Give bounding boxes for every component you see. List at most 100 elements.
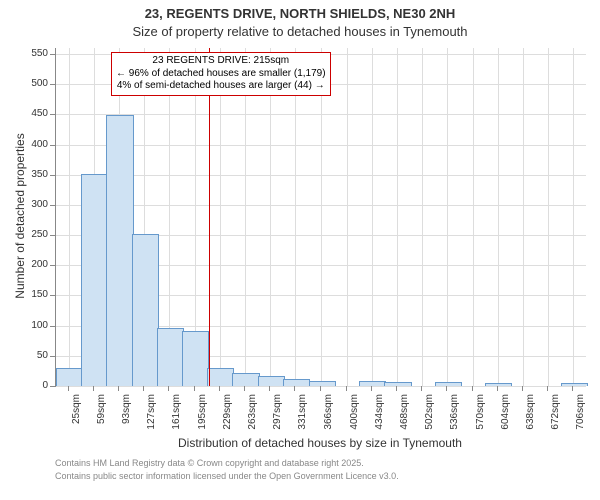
x-tick-label: 263sqm xyxy=(247,394,258,442)
gridline-vertical xyxy=(548,48,549,386)
x-tick-label: 25sqm xyxy=(71,394,82,442)
y-tick-label: 550 xyxy=(20,48,48,59)
x-tick-mark xyxy=(194,386,195,391)
x-tick-label: 161sqm xyxy=(171,394,182,442)
y-tick-mark xyxy=(50,54,55,55)
x-tick-mark xyxy=(421,386,422,391)
y-tick-label: 300 xyxy=(20,199,48,210)
chart-title-line1: 23, REGENTS DRIVE, NORTH SHIELDS, NE30 2… xyxy=(0,6,600,21)
y-axis-label: Number of detached properties xyxy=(13,126,27,306)
y-tick-label: 100 xyxy=(20,320,48,331)
histogram-bar xyxy=(384,382,411,386)
plot-area: 23 REGENTS DRIVE: 215sqm← 96% of detache… xyxy=(55,48,586,387)
reference-line xyxy=(209,48,210,386)
x-tick-mark xyxy=(294,386,295,391)
gridline-vertical xyxy=(372,48,373,386)
x-tick-mark xyxy=(497,386,498,391)
attribution-line1: Contains HM Land Registry data © Crown c… xyxy=(55,458,364,468)
gridline-vertical xyxy=(422,48,423,386)
y-tick-label: 450 xyxy=(20,108,48,119)
x-tick-label: 93sqm xyxy=(121,394,132,442)
gridline-vertical xyxy=(573,48,574,386)
x-tick-label: 468sqm xyxy=(399,394,410,442)
histogram-bar xyxy=(435,382,462,386)
histogram-bar xyxy=(81,174,108,386)
x-tick-mark xyxy=(371,386,372,391)
annotation-line1: 23 REGENTS DRIVE: 215sqm xyxy=(116,55,326,68)
x-tick-label: 366sqm xyxy=(323,394,334,442)
histogram-bar xyxy=(106,115,133,386)
x-tick-label: 229sqm xyxy=(222,394,233,442)
x-tick-label: 638sqm xyxy=(525,394,536,442)
x-tick-mark xyxy=(346,386,347,391)
y-tick-label: 500 xyxy=(20,78,48,89)
x-tick-mark xyxy=(143,386,144,391)
histogram-bar xyxy=(561,383,588,386)
y-tick-label: 50 xyxy=(20,350,48,361)
x-tick-label: 331sqm xyxy=(297,394,308,442)
annotation-line2: ← 96% of detached houses are smaller (1,… xyxy=(116,68,326,81)
gridline-vertical xyxy=(220,48,221,386)
chart-title-line2: Size of property relative to detached ho… xyxy=(0,24,600,39)
histogram-bar xyxy=(132,234,159,386)
x-tick-label: 672sqm xyxy=(550,394,561,442)
y-tick-mark xyxy=(50,326,55,327)
histogram-bar xyxy=(485,383,512,386)
gridline-vertical xyxy=(498,48,499,386)
x-tick-label: 570sqm xyxy=(475,394,486,442)
y-tick-label: 250 xyxy=(20,229,48,240)
x-tick-label: 434sqm xyxy=(374,394,385,442)
x-tick-mark xyxy=(320,386,321,391)
y-tick-mark xyxy=(50,235,55,236)
y-tick-mark xyxy=(50,175,55,176)
gridline-vertical xyxy=(447,48,448,386)
x-tick-label: 297sqm xyxy=(272,394,283,442)
y-tick-mark xyxy=(50,265,55,266)
x-tick-mark xyxy=(572,386,573,391)
gridline-vertical xyxy=(270,48,271,386)
histogram-bar xyxy=(56,368,83,386)
y-tick-label: 200 xyxy=(20,259,48,270)
gridline-vertical xyxy=(523,48,524,386)
x-tick-mark xyxy=(446,386,447,391)
y-tick-mark xyxy=(50,84,55,85)
x-tick-label: 706sqm xyxy=(575,394,586,442)
gridline-vertical xyxy=(69,48,70,386)
x-tick-mark xyxy=(547,386,548,391)
y-tick-mark xyxy=(50,145,55,146)
x-tick-mark xyxy=(396,386,397,391)
histogram-bar xyxy=(232,373,259,386)
histogram-bar xyxy=(207,368,234,386)
x-tick-mark xyxy=(219,386,220,391)
x-tick-mark xyxy=(118,386,119,391)
y-tick-mark xyxy=(50,114,55,115)
y-tick-mark xyxy=(50,295,55,296)
y-tick-mark xyxy=(50,386,55,387)
x-tick-mark xyxy=(168,386,169,391)
histogram-bar xyxy=(157,328,184,386)
gridline-vertical xyxy=(473,48,474,386)
histogram-bar xyxy=(182,331,209,386)
x-tick-label: 536sqm xyxy=(449,394,460,442)
gridline-vertical xyxy=(245,48,246,386)
x-tick-mark xyxy=(244,386,245,391)
gridline-vertical xyxy=(295,48,296,386)
gridline-vertical xyxy=(321,48,322,386)
annotation-box: 23 REGENTS DRIVE: 215sqm← 96% of detache… xyxy=(111,52,331,96)
y-tick-label: 350 xyxy=(20,169,48,180)
x-tick-mark xyxy=(68,386,69,391)
histogram-bar xyxy=(258,376,285,386)
x-tick-label: 502sqm xyxy=(424,394,435,442)
x-tick-label: 400sqm xyxy=(349,394,360,442)
gridline-vertical xyxy=(347,48,348,386)
x-tick-mark xyxy=(269,386,270,391)
x-tick-label: 127sqm xyxy=(146,394,157,442)
histogram-bar xyxy=(309,381,336,386)
y-tick-label: 0 xyxy=(20,380,48,391)
y-tick-mark xyxy=(50,356,55,357)
x-tick-mark xyxy=(93,386,94,391)
histogram-bar xyxy=(283,379,310,386)
attribution-line2: Contains public sector information licen… xyxy=(55,471,399,481)
annotation-line3: 4% of semi-detached houses are larger (4… xyxy=(116,80,326,93)
x-tick-label: 59sqm xyxy=(96,394,107,442)
